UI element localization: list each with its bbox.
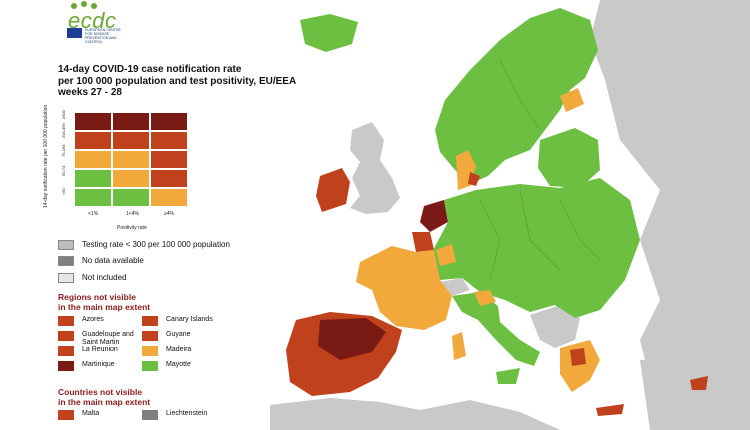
region-label: Martinique (82, 361, 115, 368)
logo-org-line: EUROPEAN CENTRE FOR DISEASE PREVENTION A… (85, 28, 121, 44)
region-label: Mayotte (166, 361, 191, 368)
belgium (412, 232, 434, 252)
matrix-cell (113, 189, 149, 206)
title-line-2: per 100 000 population and test positivi… (58, 75, 297, 87)
logo-wordmark: ecdc (68, 8, 117, 33)
scandinavia (435, 8, 598, 184)
matrix-cell (113, 113, 149, 130)
not-included-label: Not included (82, 273, 127, 282)
france (356, 246, 452, 330)
matrix-y-tick: ≥500 (61, 110, 66, 119)
matrix-y-tick: 200-499 (61, 123, 66, 138)
outside-land-south (270, 398, 560, 430)
denmark-red-region (468, 172, 480, 186)
testing-rate-swatch (58, 240, 74, 250)
title-line-1: 14-day COVID-19 case notification rate (58, 64, 242, 75)
matrix-cell (151, 189, 187, 206)
matrix-x-tick: <1% (88, 211, 99, 217)
testing-rate-label: Testing rate < 300 per 100 000 populatio… (82, 240, 230, 249)
uk-not-included (350, 122, 400, 214)
italy-orange-regions (474, 290, 496, 306)
germany-orange-region (436, 244, 456, 266)
crete (596, 404, 624, 416)
matrix-y-tick: <50 (61, 188, 66, 195)
matrix-cell (113, 170, 149, 187)
matrix-y-tick: 75-199 (61, 144, 66, 157)
spain-dark-region (318, 318, 386, 360)
sicily (496, 368, 520, 384)
country-swatch (58, 410, 74, 420)
switzerland-not-included (440, 278, 470, 296)
matrix-cell (75, 132, 111, 149)
map-title: 14-day COVID-19 case notification rate p… (58, 64, 298, 99)
sardinia (452, 332, 466, 360)
sweden-orange-region (560, 88, 584, 112)
central-europe (432, 178, 640, 318)
country-label: Malta (82, 410, 100, 417)
region-swatch (58, 331, 74, 341)
region-label: Guadeloupe and Saint Martin (82, 331, 134, 346)
matrix-x-label: Positivity rate (117, 225, 147, 231)
italy (452, 292, 540, 366)
greece (560, 340, 600, 392)
region-swatch (142, 361, 158, 371)
matrix-cell (75, 151, 111, 168)
matrix-y-tick: 50-74 (61, 165, 66, 176)
region-label: Madeira (166, 346, 192, 353)
ecdc-logo-icon (58, 0, 120, 40)
matrix-cell (75, 170, 111, 187)
greece-red-regions (570, 348, 586, 366)
no-data-swatch (58, 256, 74, 266)
matrix-cell (75, 189, 111, 206)
region-label: Canary Islands (166, 316, 213, 323)
matrix-cell (151, 170, 187, 187)
region-swatch (142, 346, 158, 356)
matrix-y-label: 14-day notification rate per 100 000 pop… (43, 104, 49, 208)
region-swatch (58, 346, 74, 356)
region-label: La Reunion (82, 346, 118, 353)
no-data-label: No data available (82, 256, 144, 265)
risk-matrix (75, 113, 190, 208)
regions-heading-line-2: in the main map extent (58, 302, 151, 312)
region-borders (479, 59, 601, 281)
region-swatch (142, 316, 158, 326)
not-included-swatch (58, 273, 74, 283)
iceland (300, 14, 358, 52)
countries-heading-line-2: in the main map extent (58, 397, 151, 407)
country-label: Liechtenstein (166, 410, 208, 417)
matrix-cell (113, 151, 149, 168)
regions-heading: Regions not visible in the main map exte… (58, 292, 258, 312)
region-swatch (58, 316, 74, 326)
netherlands (420, 200, 448, 232)
region-swatch (142, 331, 158, 341)
country-swatch (142, 410, 158, 420)
baltics (538, 128, 600, 188)
regions-heading-line-1: Regions not visible (58, 292, 136, 302)
matrix-x-tick: ≥4% (164, 211, 174, 217)
matrix-cell (151, 132, 187, 149)
countries-heading-line-1: Countries not visible (58, 387, 143, 397)
title-line-3: weeks 27 - 28 (58, 87, 122, 98)
matrix-cell (151, 113, 187, 130)
countries-heading: Countries not visible in the main map ex… (58, 387, 258, 407)
legend-panel: ecdc EUROPEAN CENTRE FOR DISEASE PREVENT… (0, 0, 300, 430)
matrix-cell (113, 132, 149, 149)
region-label: Azores (82, 316, 104, 323)
ireland (316, 168, 350, 212)
matrix-x-tick: 1<4% (126, 211, 139, 217)
cyprus (690, 376, 708, 390)
matrix-cell (75, 113, 111, 130)
balkans-not-included (530, 305, 580, 348)
outside-land-east (590, 0, 750, 430)
matrix-cell (151, 151, 187, 168)
region-swatch (58, 361, 74, 371)
region-label: Guyane (166, 331, 191, 338)
